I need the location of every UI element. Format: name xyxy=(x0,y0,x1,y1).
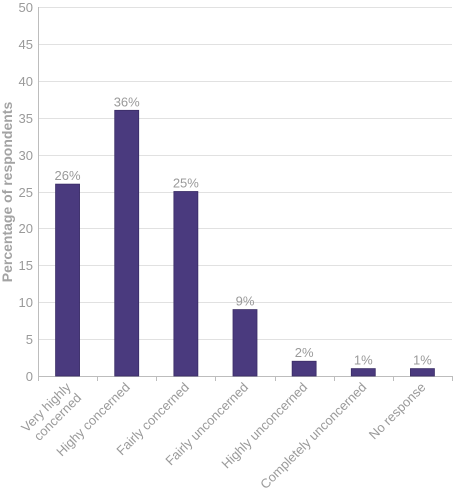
bar-data-label: 1% xyxy=(354,353,373,368)
y-tick-label: 35 xyxy=(19,111,33,126)
y-axis-label: Percentage of respondents xyxy=(0,102,15,283)
bar xyxy=(55,183,80,377)
bar xyxy=(350,368,376,377)
bar xyxy=(114,109,140,377)
grid-layer xyxy=(38,7,452,340)
y-tick-label: 25 xyxy=(19,185,33,200)
bar-data-label: 1% xyxy=(413,353,432,368)
bar-data-label: 9% xyxy=(236,294,255,309)
bar xyxy=(410,368,435,377)
bar-data-label: 36% xyxy=(114,94,140,109)
x-category-label: No response xyxy=(366,380,429,443)
y-tick-label: 5 xyxy=(26,332,33,347)
y-tick-label: 15 xyxy=(19,258,33,273)
bar-data-label: 25% xyxy=(173,176,199,191)
bar-data-label: 26% xyxy=(55,168,81,183)
bar xyxy=(232,309,258,377)
bar xyxy=(291,360,317,377)
y-tick-label: 50 xyxy=(19,0,33,15)
y-tick-label: 45 xyxy=(19,37,33,52)
y-tick-label: 30 xyxy=(19,148,33,163)
bar-layer xyxy=(55,109,435,377)
bar xyxy=(173,191,199,377)
y-tick-label: 40 xyxy=(19,74,33,89)
y-tick-label: 0 xyxy=(26,369,33,384)
y-tick-label: 20 xyxy=(19,221,33,236)
bar-data-label: 2% xyxy=(295,345,314,360)
x-category-label: Completely unconcerned xyxy=(257,380,369,492)
axis-layer xyxy=(38,7,453,381)
y-tick-label: 10 xyxy=(19,295,33,310)
